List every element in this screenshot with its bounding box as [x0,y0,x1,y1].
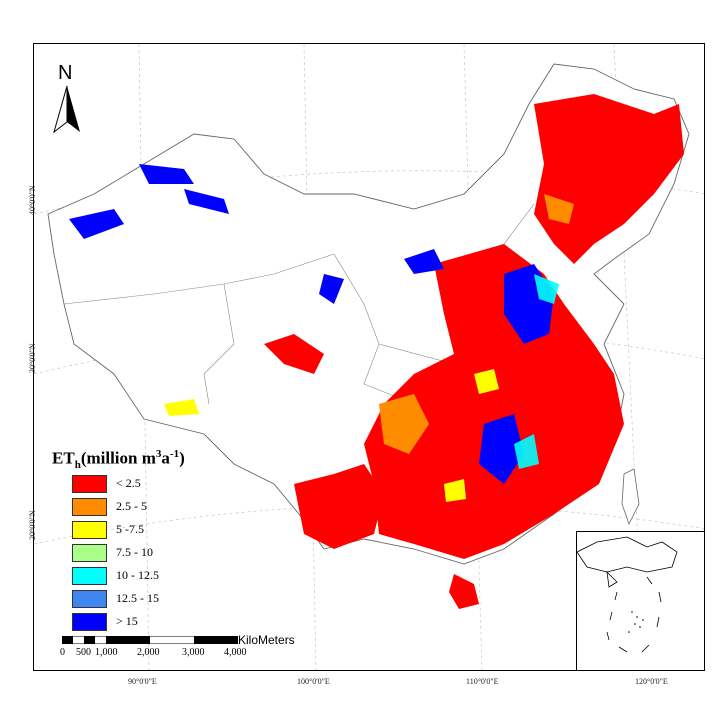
legend-label: 10 - 12.5 [116,568,159,582]
legend-swatch [72,590,107,608]
scale-label: 2,000 [137,647,160,658]
scale-label: 4,000 [224,647,247,658]
scale-bar [62,636,238,644]
longitude-label: 90°0'0"E [128,677,157,686]
longitude-label: 110°0'0"E [466,677,499,686]
latitude-label: 40°0'0"N [28,185,37,215]
scale-unit: KiloMeters [238,633,295,647]
south-china-sea-inset [576,531,705,671]
longitude-label: 100°0'0"E [297,677,330,686]
scale-label: 500 [76,647,91,658]
inset-map [576,536,678,653]
latitude-label: 20°0'0"N [28,510,37,540]
legend-swatch [72,613,107,631]
longitude-label: 120°0'0"E [635,677,668,686]
et-raster-orange [379,194,574,454]
legend-label: 7.5 - 10 [116,545,153,559]
legend-swatch [72,475,107,493]
legend-label: 5 -7.5 [116,522,144,536]
legend-swatch [72,544,107,562]
legend-label: > 15 [116,614,138,628]
legend-label: < 2.5 [116,476,141,490]
scale-label: 0 [60,647,65,658]
north-arrow-label: N [58,62,73,84]
map-canvas [34,44,704,670]
et-raster-cyan [514,274,559,469]
latitude-label: 30°0'0"N [28,343,37,373]
legend-swatch [72,498,107,516]
legend-swatch [72,567,107,585]
scale-label: 1,000 [95,647,118,658]
scale-label: 3,000 [182,647,205,658]
legend-title: ETh(million m3a-1) [52,448,185,472]
legend-label: 12.5 - 15 [116,591,159,605]
north-arrow-icon [53,86,80,134]
map-frame [33,43,705,671]
taiwan-island [621,468,640,526]
legend-label: 2.5 - 5 [116,499,147,513]
legend-swatch [72,521,107,539]
et-raster-red [264,94,684,609]
et-raster-yellow [164,369,499,502]
